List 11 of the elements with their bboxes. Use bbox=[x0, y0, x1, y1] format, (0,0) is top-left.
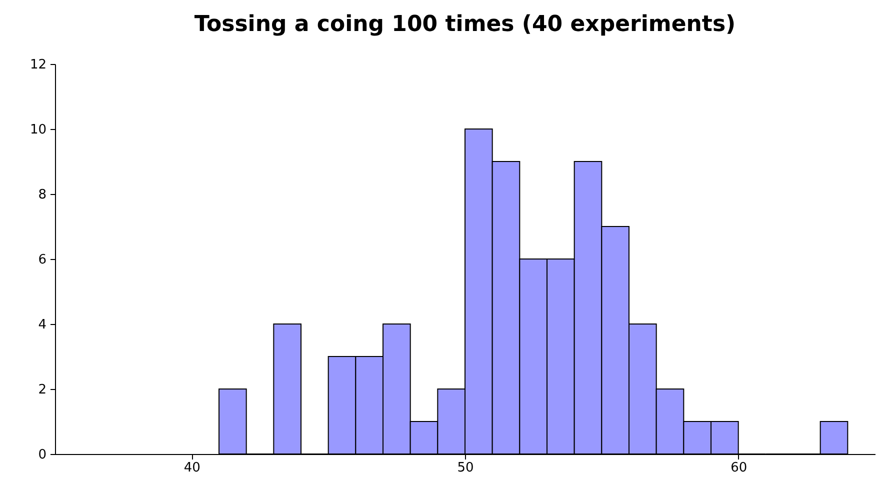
y-tick-label: 0 bbox=[38, 448, 46, 462]
y-tick-label: 12 bbox=[30, 58, 46, 72]
y-tick-label: 2 bbox=[38, 382, 46, 398]
chart-title: Tossing a coing 100 times (40 experiments) bbox=[194, 12, 736, 37]
y-tick-label: 8 bbox=[38, 188, 46, 202]
y-tick-label: 6 bbox=[38, 252, 46, 268]
y-tick-label: 10 bbox=[30, 122, 46, 138]
x-tick-label: 50 bbox=[457, 460, 474, 476]
x-tick-label: 60 bbox=[730, 460, 748, 476]
y-tick-label: 4 bbox=[38, 318, 46, 332]
x-tick-label: 40 bbox=[184, 460, 200, 476]
